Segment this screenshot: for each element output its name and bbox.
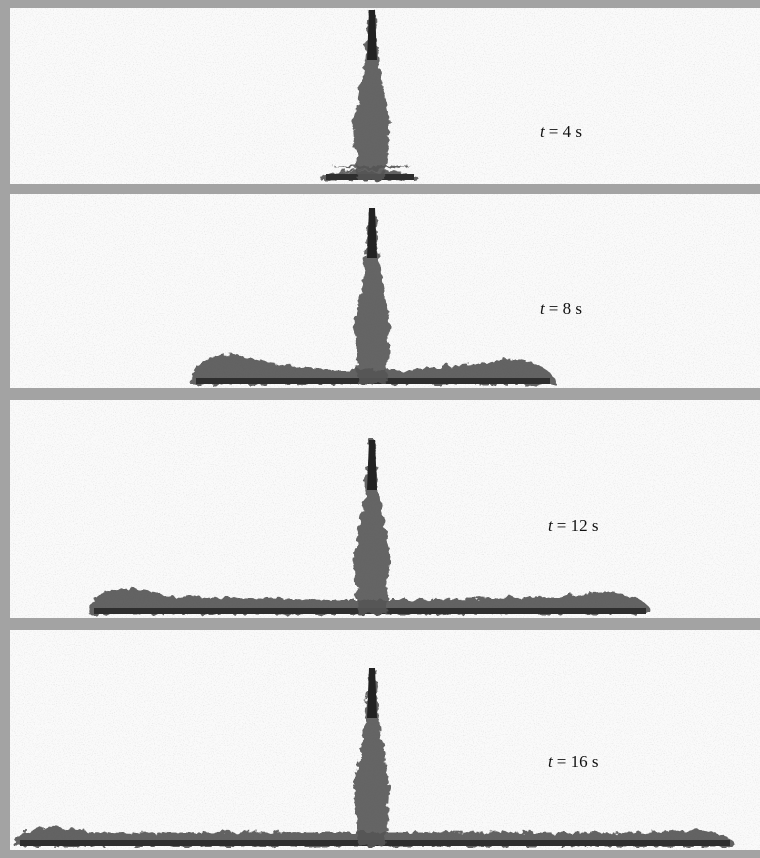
experiment-frames: t= 4 st= 8 st= 12 st= 16 s bbox=[0, 0, 760, 858]
time-value: = 16 s bbox=[557, 752, 599, 771]
time-value: = 8 s bbox=[549, 299, 582, 318]
frame: t= 16 s bbox=[10, 630, 760, 850]
frame: t= 4 s bbox=[10, 8, 760, 184]
time-value: = 12 s bbox=[557, 516, 599, 535]
frame: t= 8 s bbox=[10, 194, 760, 388]
frame: t= 12 s bbox=[10, 400, 760, 618]
time-value: = 4 s bbox=[549, 122, 582, 141]
